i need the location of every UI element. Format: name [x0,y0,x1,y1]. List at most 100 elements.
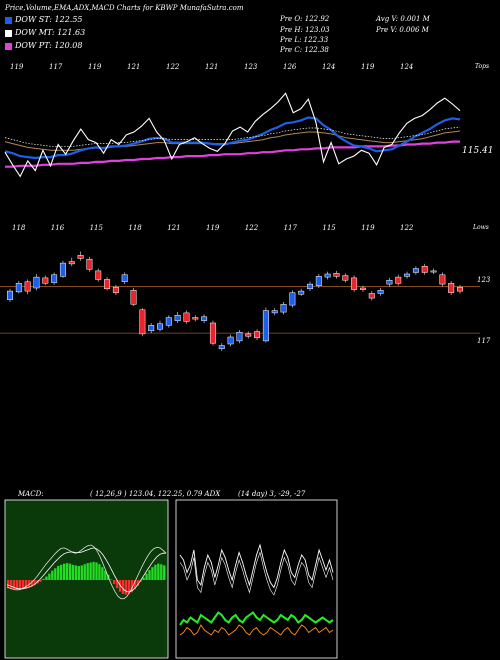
adx-series-adx-shadow [179,551,334,596]
candle-body [192,317,199,320]
series-ema-band [4,126,461,147]
top-tick-label: 121 [205,63,218,71]
macd-histogram-bar [45,576,48,580]
macd-histogram-bar [89,562,92,580]
macd-histogram-bar [65,563,69,580]
bottom-tick-label: 115 [322,224,336,232]
macd-histogram-bar [101,567,104,580]
candle-body [359,287,366,290]
candle-body [86,258,93,270]
ema-lines [4,92,461,178]
macd-histogram-bar [71,564,75,580]
adx-series-di-minus [179,624,334,636]
candle-body [42,277,49,284]
macd-histogram-bar [160,564,163,580]
candle-body [112,286,119,293]
macd-histogram-bar [48,573,51,580]
top-tick-label: 126 [283,63,297,71]
bottom-tick-label: 116 [51,224,65,232]
bottom-tick-label: 119 [206,224,220,232]
bottom-tick-label: 119 [361,224,375,232]
top-tick-label: 124 [322,63,335,71]
candle-body [201,316,208,321]
macd-histogram-bar [151,567,154,580]
series-ema-fast [4,116,461,160]
bottom-tick-label: 121 [167,224,180,232]
adx-series-adx [179,543,334,589]
macd-histogram-bar [115,580,119,589]
candle-body [280,304,287,313]
top-tick-label: 117 [49,63,63,71]
candle-body [430,270,437,273]
macd-histogram-bar [157,563,160,580]
macd-histogram-bar [80,565,83,580]
candle-body [412,268,419,273]
top-tick-label: 122 [166,63,180,71]
macd-histogram-bar [121,580,125,594]
macd-label: MACD: [18,490,44,498]
candle-body [236,332,243,342]
legend-swatch-mt [5,30,12,37]
candle-body [7,290,13,300]
macd-series-signal [6,547,166,593]
candle-body [298,290,305,295]
macd-histogram-bar [145,573,148,580]
adx-series-di-plus [179,611,334,626]
candle-body [95,270,102,280]
series-price [4,92,461,178]
macd-histogram-bar [15,580,19,590]
candles [7,251,463,351]
macd-histogram-bar [133,580,136,590]
candle-body [209,322,216,344]
macd-histogram-bar [95,562,98,580]
candle-body [448,283,455,293]
pre-high: Pre H: 123.03 [280,26,330,34]
macd-histogram-bar [54,568,57,580]
candle-body [377,290,384,294]
last-value-label: 115.41 [462,146,494,156]
level-label-117: 117 [477,337,491,345]
macd-histogram-bar [60,564,63,580]
macd-histogram-bar [51,570,54,580]
legend-swatch-pt [5,43,12,50]
candle-body [421,265,428,273]
macd-histogram-bar [62,563,66,580]
candle-body [368,293,375,299]
candle-body [262,310,269,342]
macd-histogram-bar [127,580,131,594]
candle-body [157,323,163,330]
macd-histogram-bar [21,580,25,590]
adx-values: (14 day) 3, -29, -27 [238,490,306,498]
macd-series-macd [6,544,167,600]
legend-swatch-st [5,17,12,24]
candle-body [51,274,58,283]
macd-values: ( 12,26,9 ) 123.04, 122.25, 0.79 ADX [90,490,221,498]
macd-histogram-bar [110,579,113,581]
macd-histogram-bar [27,580,30,588]
bottom-tick-label: 118 [12,224,26,232]
macd-histogram-bar [142,577,145,580]
bottom-tick-label: 122 [400,224,414,232]
candle-body [307,283,313,290]
top-tick-labels: 119 117 119 121 122 121 123 126 124 119 124 [10,63,413,71]
bottom-tick-label: 115 [90,224,104,232]
candle-body [183,312,190,322]
macd-histogram-bar [77,566,81,580]
macd-histogram-bar [18,580,22,590]
bottom-tick-labels: 118 116 115 118 121 119 122 117 115 119 122 [12,224,414,232]
pre-volume: Pre V: 0.006 M [376,26,429,34]
macd-histogram-bar [113,580,116,585]
macd-histogram-bar [92,561,95,580]
candle-body [165,317,172,326]
macd-histogram-bar [33,580,36,586]
chart-title: Price,Volume,EMA,ADX,MACD Charts for KBW… [5,4,244,12]
candle-body [15,283,22,293]
candle-body [245,333,252,337]
avg-volume: Avg V: 0.001 M [376,15,430,23]
pre-open: Pre O: 122.92 [280,15,330,23]
tops-label: Tops [475,63,490,70]
candle-body [139,309,146,335]
top-tick-label: 123 [244,63,258,71]
legend-dow-mt: DOW MT: 121.63 [15,28,86,37]
adx-plot [179,543,334,636]
